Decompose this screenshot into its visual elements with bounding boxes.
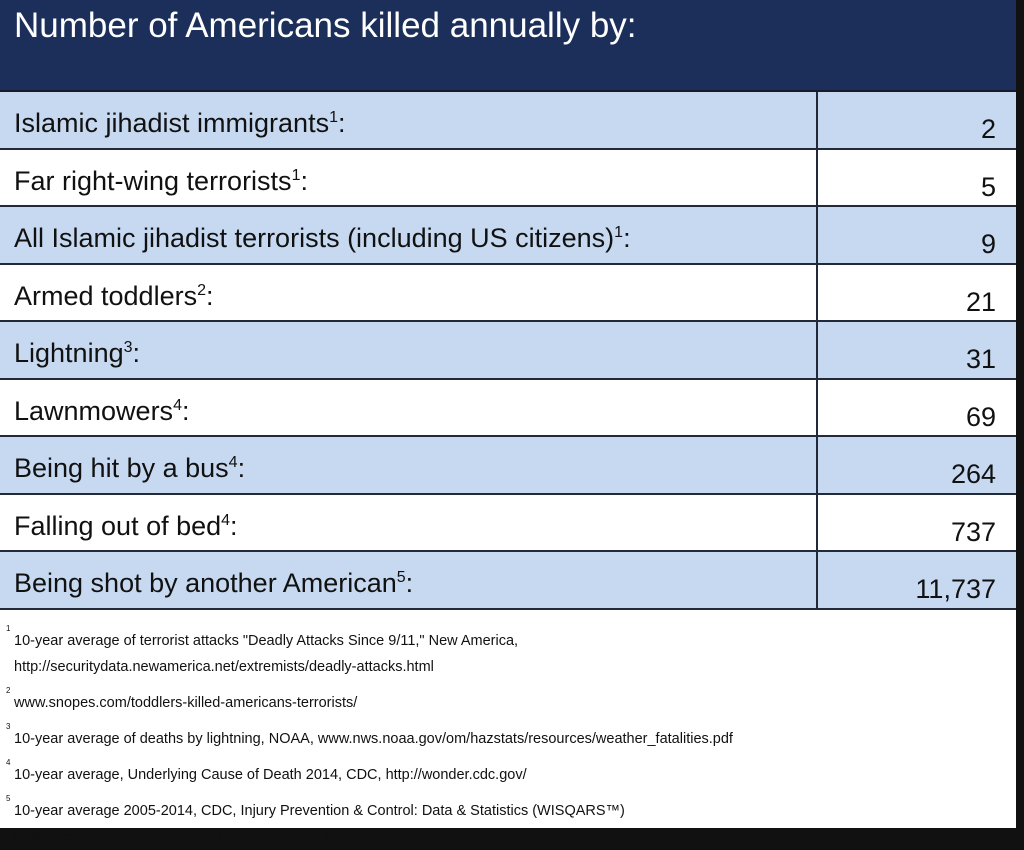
row-punct: : [300,165,308,196]
row-label-cell: Far right-wing terrorists1: [0,149,818,205]
table-row: Lawnmowers4: 69 [0,379,1016,437]
row-label: Lightning [14,338,124,368]
footnote-marker: 2 [6,685,11,695]
row-label: Islamic jihadist immigrants [14,108,330,138]
footnote-marker: 1 [6,623,11,633]
footnote-line: 10-year average of deaths by lightning, … [14,730,733,747]
row-label-cell: Lawnmowers4: [0,379,818,435]
footnote-marker: 3 [6,721,11,731]
row-label-cell: Islamic jihadist immigrants1: [0,92,818,148]
footnote-ref: 2 [197,281,206,299]
footnote-marker: 4 [6,757,11,767]
footnote-ref: 5 [396,569,406,586]
row-value: 9 [980,229,996,259]
footnote-ref: 4 [173,396,182,414]
table-row: Falling out of bed4: 737 [0,494,1016,552]
row-punct: : [623,223,631,253]
footnote: 5 10-year average 2005-2014, CDC, Injury … [6,794,1016,850]
footnote: 1 10-year average of terrorist attacks "D… [6,624,1016,680]
footnote: 4 10-year average, Underlying Cause of De… [6,758,1016,788]
title: Number of Americans killed annually by: [0,0,1016,90]
footnote-ref: 1 [291,166,301,184]
row-punct: : [132,338,141,368]
row-punct: : [337,108,346,138]
row-label: Being shot by another American [14,568,397,598]
row-value: 31 [965,344,996,374]
footnotes: 1 10-year average of terrorist attacks "D… [0,610,1016,850]
footnote-marker: 5 [6,793,11,803]
row-punct: : [405,568,414,598]
row-label-cell: All Islamic jihadist terrorists (includi… [0,207,818,263]
row-punct: : [230,510,238,541]
footnote-ref: 4 [221,511,231,529]
footnote-line: 10-year average 2005-2014, CDC, Injury P… [14,802,625,819]
row-label-cell: Being hit by a bus4: [0,437,818,493]
footnote-line: www.cdc.gov/injury/wisqars/fatal_injury_… [14,828,350,845]
table-row: Lightning3: 31 [0,322,1016,380]
table-row: Islamic jihadist immigrants1: 2 [0,92,1016,150]
row-value: 264 [950,459,996,489]
table-row: Being hit by a bus4: 264 [0,437,1016,495]
footnote-line: www.snopes.com/toddlers-killed-americans… [14,694,358,711]
row-label-cell: Armed toddlers2: [0,264,818,320]
row-punct: : [181,395,190,426]
table-row: Being shot by another American5: 11,737 [0,552,1016,610]
row-label-cell: Falling out of bed4: [0,494,818,550]
footnote-line: 10-year average of terrorist attacks "De… [14,632,519,649]
table: Islamic jihadist immigrants1: 2 Far right-… [0,90,1016,610]
infographic: Number of Americans killed annually by: … [0,0,1016,828]
footnote-ref: 1 [329,109,338,126]
row-value: 21 [965,286,996,317]
table-row: Far right-wing terrorists1: 5 [0,149,1016,207]
row-punct: : [206,280,214,311]
row-value: 11,737 [915,574,996,604]
row-punct: : [237,453,246,483]
table-row: All Islamic jihadist terrorists (includi… [0,207,1016,265]
footnote-ref: 1 [614,224,624,241]
row-label: Being hit by a bus [14,453,229,483]
footnote-ref: 3 [123,339,133,356]
row-label-cell: Being shot by another American5: [0,552,818,608]
footnote: 2 www.snopes.com/toddlers-killed-american… [6,686,1016,716]
row-value: 69 [965,401,996,432]
row-label: All Islamic jihadist terrorists (includi… [14,223,615,253]
row-label-cell: Lightning3: [0,322,818,378]
page: Number of Americans killed annually by: … [0,0,1016,828]
footnote-line: 10-year average, Underlying Cause of Dea… [14,766,527,783]
row-label: Falling out of bed [14,510,222,541]
footnote-ref: 4 [228,454,238,471]
table-row: Armed toddlers2: 21 [0,264,1016,322]
row-label: Far right-wing terrorists [14,165,292,196]
row-value: 5 [980,171,996,202]
footnote: 3 10-year average of deaths by lightning,… [6,722,1016,752]
row-value: 2 [980,114,996,144]
row-label: Armed toddlers [14,280,198,311]
footnote-line: http://securitydata.newamerica.net/extre… [14,658,434,675]
row-label: Lawnmowers [14,395,174,426]
row-value: 737 [950,516,996,547]
